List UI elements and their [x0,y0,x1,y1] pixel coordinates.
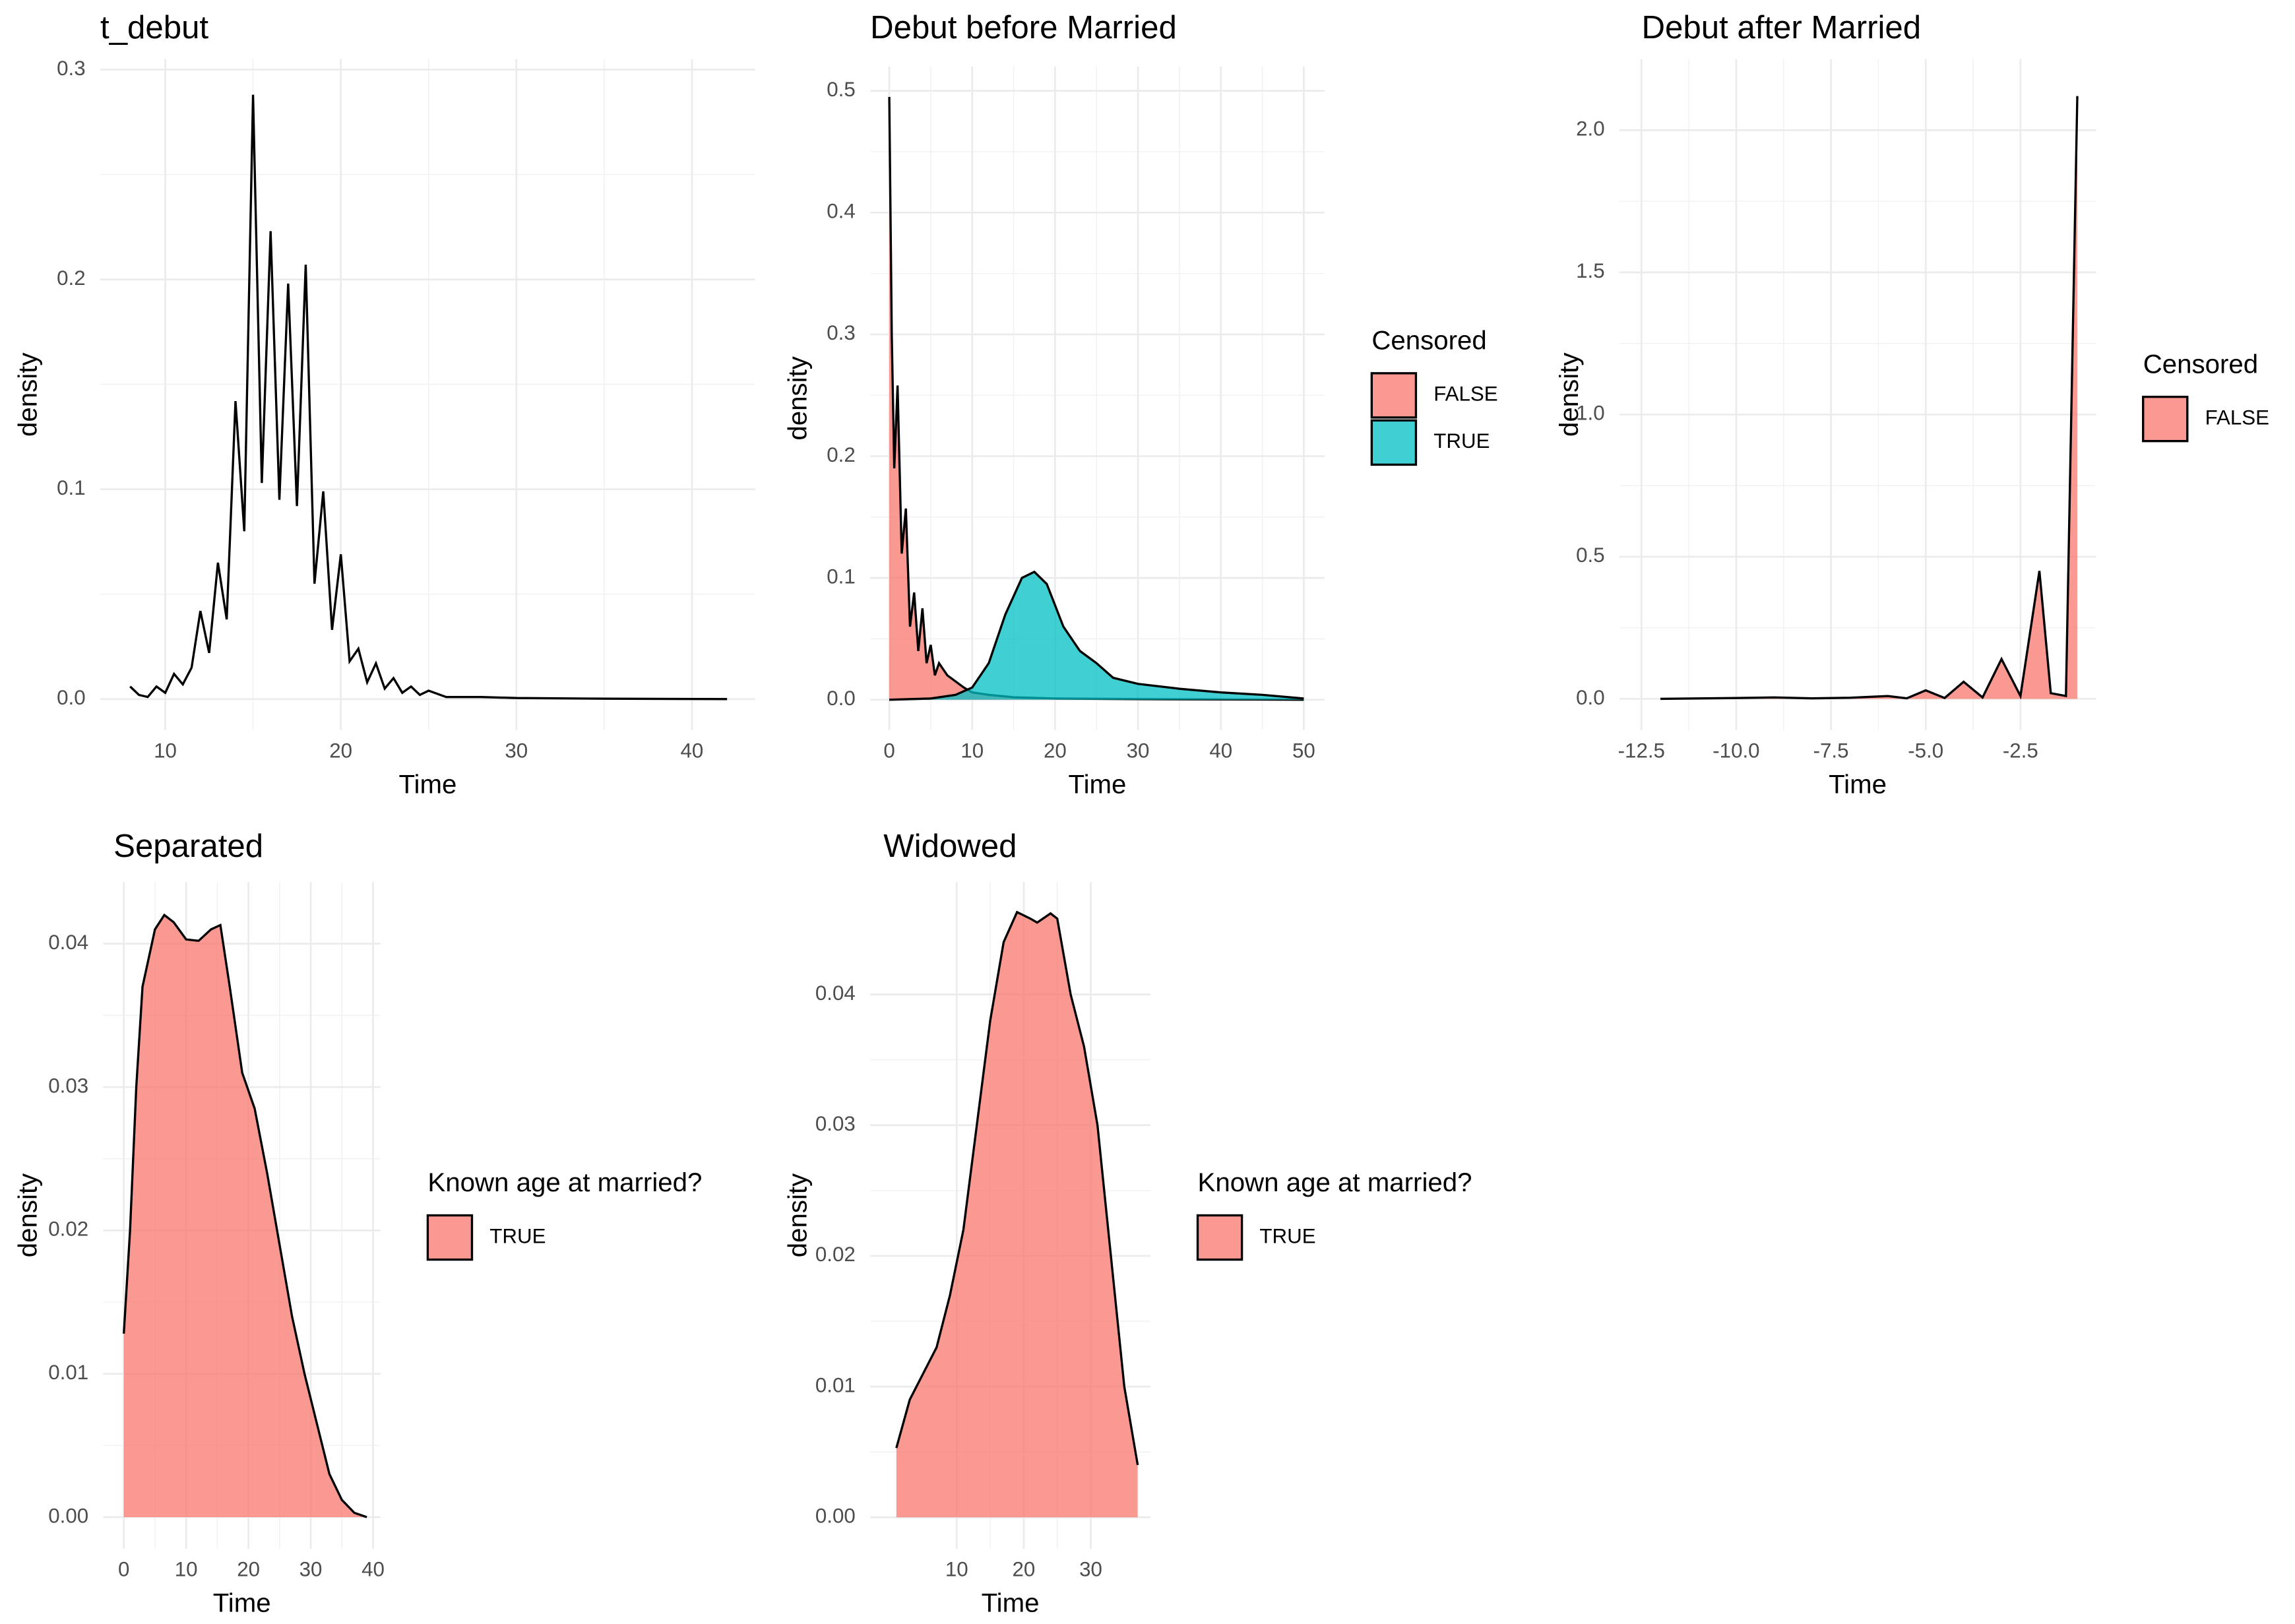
y-tick-label: 0.3 [827,321,856,344]
legend-label: TRUE [1259,1224,1315,1247]
chart-title: Separated [113,828,263,864]
density-area [1660,96,2078,699]
y-tick-label: 0.0 [57,686,86,709]
x-axis-label: Time [398,769,456,799]
y-tick-label: 0.2 [827,443,856,466]
y-tick-label: 1.0 [1576,402,1605,425]
x-tick-label: -7.5 [1813,739,1849,763]
y-tick-label: 1.5 [1576,259,1605,282]
x-tick-label: -2.5 [2003,739,2038,763]
x-tick-label: 30 [299,1558,323,1581]
density-line [123,913,367,1518]
x-tick-label: 10 [945,1558,968,1581]
x-tick-label: 40 [362,1558,385,1581]
density-line [1660,96,2079,701]
density-area [123,915,367,1518]
density-area [896,912,1138,1518]
x-tick-label: 50 [1292,739,1315,763]
legend-label: TRUE [1433,429,1490,453]
x-tick-label: -5.0 [1908,739,1943,763]
y-tick-label: 0.1 [827,565,856,588]
legend-label: FALSE [1433,383,1497,406]
legend-key [1370,419,1418,466]
x-tick-label: 10 [175,1558,198,1581]
y-tick-label: 0.1 [57,476,86,499]
y-axis-label: density [13,352,42,437]
chart-title: t_debut [100,9,208,46]
y-tick-label: 0.00 [815,1505,856,1528]
legend-title: Known age at married? [1198,1168,1472,1197]
legend-key [426,1214,474,1261]
x-tick-label: -10.0 [1713,739,1759,763]
density-line [889,570,1304,701]
x-axis-label: Time [982,1588,1040,1617]
y-tick-label: 0.5 [827,78,856,101]
y-axis-label: density [13,1173,42,1257]
y-axis-label: density [782,1173,812,1257]
x-tick-label: 0 [118,1558,129,1581]
y-tick-label: 0.4 [827,200,856,223]
chart-title: Widowed [883,828,1017,864]
x-tick-label: 20 [237,1558,260,1581]
legend-label: FALSE [2205,406,2269,429]
x-tick-label: -12.5 [1618,739,1665,763]
legend-key [1196,1214,1243,1261]
density-line [895,910,1139,1466]
chart-title: Debut before Married [870,9,1177,46]
x-tick-label: 20 [1044,739,1067,763]
y-tick-label: 0.02 [815,1243,856,1266]
chart-title: Debut after Married [1642,9,1922,46]
legend-title: Censored [1371,326,1486,356]
y-tick-label: 0.01 [48,1361,88,1384]
x-axis-label: Time [1069,769,1127,799]
x-tick-label: 40 [681,739,704,763]
x-tick-label: 10 [154,739,177,763]
density-area [889,571,1304,700]
x-tick-label: 20 [1012,1558,1035,1581]
y-axis-label: density [782,356,812,440]
x-tick-label: 40 [1209,739,1232,763]
x-tick-label: 30 [1127,739,1150,763]
y-tick-label: 0.04 [48,931,88,954]
y-tick-label: 0.02 [48,1218,88,1241]
y-tick-label: 0.00 [48,1504,88,1527]
x-tick-label: 30 [1079,1558,1102,1581]
legend-title: Censored [2143,349,2258,379]
y-tick-label: 0.04 [815,982,856,1005]
y-tick-label: 0.2 [57,266,86,290]
legend-label: TRUE [489,1224,546,1247]
y-tick-label: 0.3 [57,57,86,80]
legend-key [2142,395,2189,443]
legend-title: Known age at married? [427,1168,702,1197]
y-tick-label: 0.0 [827,687,856,710]
y-tick-label: 0.03 [48,1074,88,1097]
y-tick-label: 0.5 [1576,544,1605,567]
y-tick-label: 0.01 [815,1373,856,1396]
x-tick-label: 10 [960,739,984,763]
density-line [129,94,728,701]
legend-key [1370,372,1418,419]
x-axis-label: Time [213,1588,271,1617]
x-axis-label: Time [1829,769,1887,799]
y-axis-label: density [1554,352,1584,437]
y-tick-label: 0.0 [1576,686,1605,709]
x-tick-label: 0 [883,739,895,763]
x-tick-label: 20 [329,739,352,763]
y-tick-label: 0.03 [815,1112,856,1135]
y-tick-label: 2.0 [1576,117,1605,141]
x-tick-label: 30 [505,739,528,763]
